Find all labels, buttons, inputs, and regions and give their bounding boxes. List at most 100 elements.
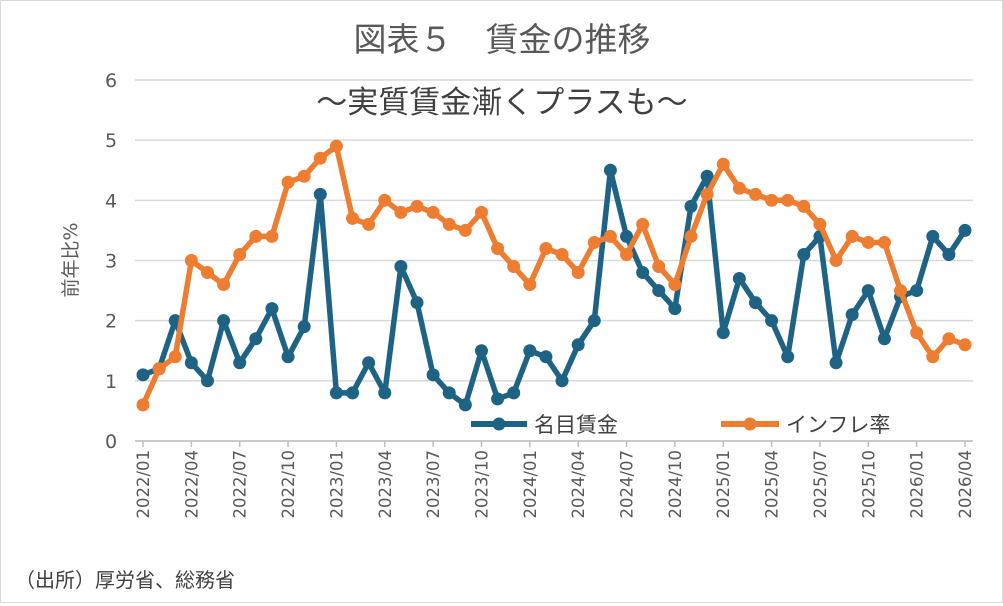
data-point [845, 229, 859, 243]
data-point [732, 272, 746, 286]
data-point [184, 356, 198, 370]
series-line [140, 143, 968, 408]
x-tick-label: 2022/07 [231, 450, 250, 519]
data-point [748, 296, 762, 310]
x-tick-label: 2024/10 [666, 450, 685, 519]
data-point [394, 205, 408, 219]
x-tick-label: 2023/01 [327, 450, 346, 519]
data-point [910, 326, 924, 340]
x-tick-label: 2025/07 [811, 450, 830, 519]
data-point [474, 344, 488, 358]
gridlines [135, 79, 973, 442]
x-tick-label: 2025/01 [714, 450, 733, 519]
data-point [200, 266, 214, 280]
data-point [313, 187, 327, 201]
data-point [926, 350, 940, 364]
data-point [474, 205, 488, 219]
data-point [233, 247, 247, 261]
data-point [620, 247, 634, 261]
x-tick-label: 2026/04 [956, 450, 975, 519]
data-point [958, 338, 972, 352]
data-point [765, 314, 779, 328]
data-point [894, 284, 908, 298]
data-point [555, 374, 569, 388]
data-point [507, 386, 521, 400]
y-axis-label: 前年比% [60, 222, 82, 297]
data-point [410, 199, 424, 213]
data-point [539, 350, 553, 364]
data-point [668, 278, 682, 292]
data-point [378, 193, 392, 207]
chart-subtitle: ～実質賃金漸くプラスも～ [316, 85, 687, 121]
data-point [845, 308, 859, 322]
data-point [378, 386, 392, 400]
x-tick-label: 2023/10 [472, 450, 491, 519]
data-point [523, 344, 537, 358]
data-point [765, 193, 779, 207]
data-point [571, 338, 585, 352]
y-tick-label: 0 [105, 431, 117, 453]
data-point [410, 296, 424, 310]
data-point [184, 254, 198, 267]
data-point [942, 247, 956, 261]
x-tick-label: 2026/01 [908, 450, 927, 519]
legend-item-nominal-wage: 名目賃金 [471, 413, 618, 437]
chart-title: 図表５ 賃金の推移 [354, 20, 651, 59]
data-point [217, 314, 231, 328]
data-point [587, 235, 601, 249]
legend-label-inflation: インフレ率 [786, 413, 890, 437]
data-point [781, 350, 795, 364]
data-point [668, 302, 682, 316]
data-point [426, 368, 440, 382]
data-point [442, 217, 456, 231]
data-point [362, 217, 376, 231]
data-point [491, 392, 505, 406]
data-point [603, 163, 617, 177]
data-point [636, 217, 650, 231]
data-point [281, 350, 295, 364]
data-point [861, 235, 875, 249]
legend-marker-nominal-wage [492, 417, 506, 431]
x-tick-label: 2022/04 [182, 450, 201, 519]
data-point [732, 181, 746, 195]
data-point [587, 314, 601, 328]
data-point [297, 320, 311, 334]
data-point [329, 386, 343, 400]
data-point [684, 199, 698, 213]
y-tick-label: 1 [105, 371, 117, 393]
x-tick-label: 2024/07 [618, 450, 637, 519]
x-tick-label: 2023/04 [376, 450, 395, 519]
series-line [140, 167, 968, 408]
data-point [394, 260, 408, 274]
legend: 名目賃金 インフレ率 [471, 413, 890, 437]
data-point [652, 260, 666, 274]
data-point [217, 278, 231, 292]
data-point [249, 229, 263, 243]
data-point [958, 223, 972, 237]
data-point [458, 398, 472, 412]
data-point [491, 241, 505, 255]
x-tick-label: 2022/10 [279, 450, 298, 519]
data-point [910, 284, 924, 298]
x-axis-ticks: 2022/01 2022/04 2022/07 2022/10 2023/01 2023/… [134, 441, 975, 519]
data-point [877, 332, 891, 346]
data-point [571, 266, 585, 280]
data-point [442, 386, 456, 400]
series-inflation [136, 139, 972, 412]
data-point [507, 260, 521, 274]
data-point [926, 229, 940, 243]
data-point [652, 284, 666, 298]
data-point [233, 356, 247, 370]
data-point [539, 241, 553, 255]
data-point [700, 169, 714, 183]
legend-label-nominal-wage: 名目賃金 [534, 413, 618, 437]
data-point [346, 211, 360, 225]
data-point [346, 386, 360, 400]
data-point [781, 193, 795, 207]
data-point [636, 266, 650, 280]
data-point [797, 199, 811, 213]
data-point [152, 362, 166, 376]
data-point [362, 356, 376, 370]
